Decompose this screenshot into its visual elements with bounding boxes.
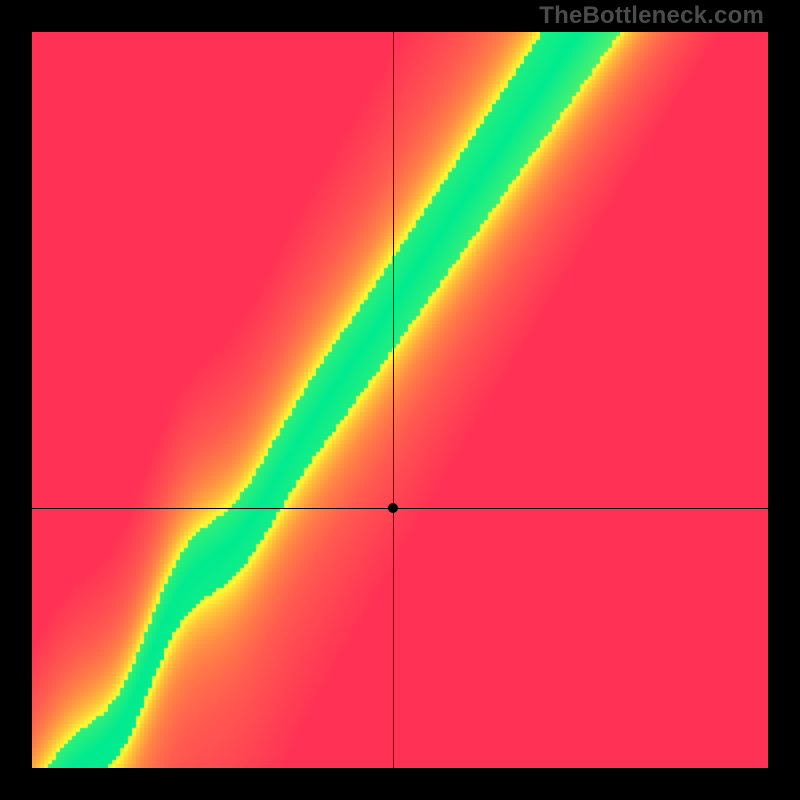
crosshair-horizontal — [32, 508, 768, 509]
crosshair-vertical — [393, 32, 394, 768]
watermark: TheBottleneck.com — [539, 2, 764, 30]
marker-dot — [388, 503, 398, 513]
bottleneck-heatmap — [32, 32, 768, 768]
